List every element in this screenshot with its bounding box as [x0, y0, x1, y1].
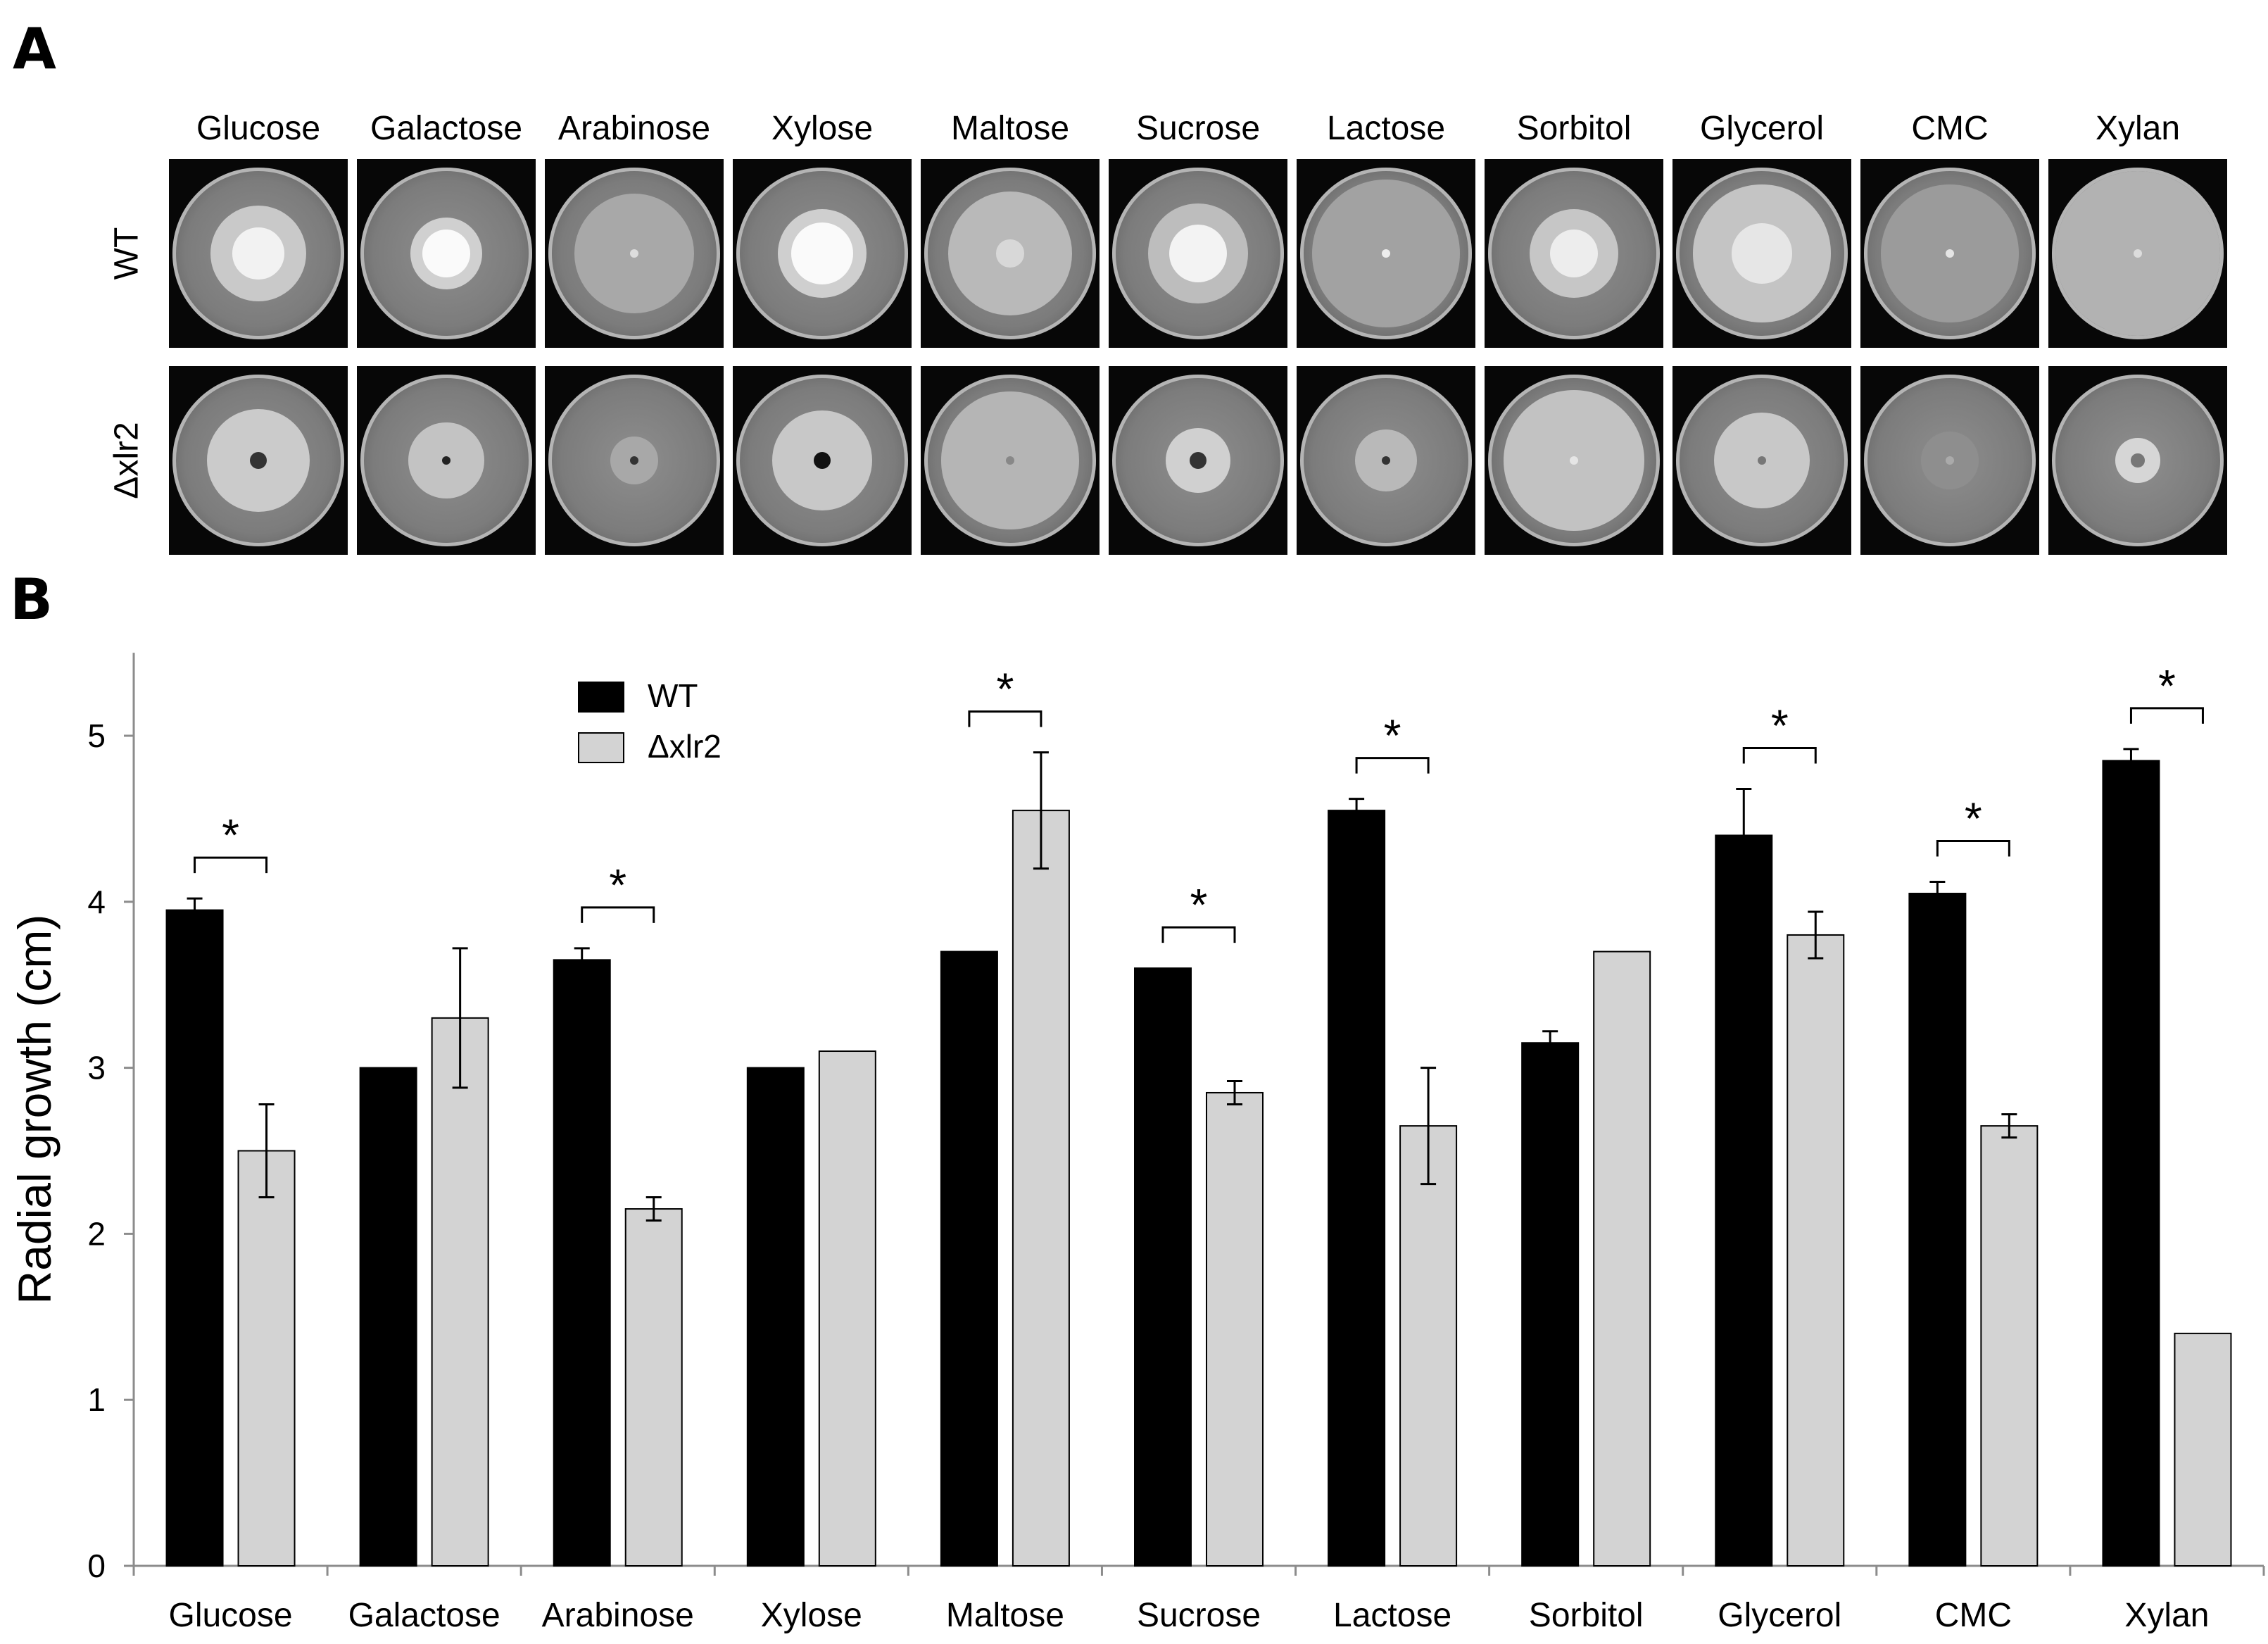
plate-image-mutant-cmc — [1860, 366, 2039, 555]
plate-column-label-xylan: Xylan — [2095, 110, 2181, 147]
bar-wt-lactose — [1328, 810, 1386, 1567]
legend-label-mutant: Δxlr2 — [648, 728, 722, 765]
plate-column-label-arabinose: Arabinose — [557, 110, 711, 147]
bar-wt-xylan — [2102, 760, 2160, 1567]
plate-image-mutant-glucose — [169, 366, 348, 555]
panel-label-a: A — [13, 16, 56, 82]
x-category-label: Sorbitol — [1529, 1597, 1644, 1634]
plate-column-label-glycerol: Glycerol — [1699, 110, 1825, 147]
plate-column-label-sucrose: Sucrose — [1135, 110, 1261, 147]
significance-bracket — [968, 710, 1042, 727]
bar-wt-cmc — [1908, 893, 1967, 1567]
plate-image-wt-arabinose — [545, 159, 724, 348]
plate-image-mutant-sucrose — [1109, 366, 1287, 555]
x-category-label: Xylose — [761, 1597, 862, 1634]
bar-wt-arabinose — [553, 959, 611, 1567]
bar-mutant-maltose — [1012, 810, 1070, 1567]
significance-bracket — [2129, 707, 2204, 724]
plate-column-label-glucose: Glucose — [196, 110, 321, 147]
bar-mutant-glucose — [237, 1150, 296, 1567]
bar-mutant-cmc — [1980, 1125, 2039, 1567]
x-category-label: Galactose — [348, 1597, 500, 1634]
x-category-label: Glycerol — [1718, 1597, 1841, 1634]
bar-mutant-xylan — [2174, 1332, 2232, 1567]
bar-mutant-lactose — [1399, 1125, 1458, 1567]
significance-bracket — [1355, 757, 1430, 774]
significance-bracket — [1936, 840, 2010, 857]
bar-wt-sucrose — [1134, 967, 1192, 1567]
significance-star: * — [1384, 710, 1401, 761]
significance-bracket — [194, 856, 268, 874]
x-category-label: Sucrose — [1137, 1597, 1261, 1634]
plate-image-wt-xylose — [733, 159, 912, 348]
y-tick-label: 2 — [87, 1215, 106, 1252]
legend-label-wt: WT — [648, 677, 698, 714]
y-tick-label: 0 — [87, 1548, 106, 1584]
plate-image-mutant-lactose — [1297, 366, 1475, 555]
bar-mutant-galactose — [431, 1017, 489, 1567]
y-tick-label: 4 — [87, 884, 106, 920]
significance-star: * — [1771, 700, 1789, 751]
plate-image-wt-glucose — [169, 159, 348, 348]
bar-mutant-sucrose — [1206, 1091, 1264, 1567]
legend-swatch-mutant — [578, 732, 624, 763]
significance-bracket — [581, 906, 655, 923]
plate-image-wt-maltose — [921, 159, 1100, 348]
x-category-label: CMC — [1935, 1597, 2012, 1634]
plate-image-wt-glycerol — [1672, 159, 1851, 348]
plate-column-label-xylose: Xylose — [771, 110, 874, 147]
significance-star: * — [996, 664, 1014, 715]
bar-wt-sorbitol — [1521, 1042, 1580, 1567]
plate-column-label-cmc: CMC — [1911, 110, 1989, 147]
significance-star: * — [2158, 660, 2176, 711]
plate-image-wt-sorbitol — [1485, 159, 1663, 348]
plate-image-mutant-arabinose — [545, 366, 724, 555]
plate-column-label-galactose: Galactose — [370, 110, 523, 147]
bar-wt-xylose — [746, 1067, 805, 1567]
plate-column-label-sorbitol: Sorbitol — [1516, 110, 1632, 147]
plate-column-label-maltose: Maltose — [950, 110, 1070, 147]
plate-image-wt-lactose — [1297, 159, 1475, 348]
y-tick-label: 1 — [87, 1381, 106, 1418]
significance-star: * — [1965, 793, 1982, 844]
plate-image-mutant-galactose — [357, 366, 536, 555]
bar-mutant-arabinose — [624, 1208, 683, 1567]
x-category-label: Arabinose — [542, 1597, 694, 1634]
x-category-label: Xylan — [2124, 1597, 2209, 1634]
significance-star: * — [1190, 879, 1208, 930]
plate-photo-panel: Glucose Galactose Arabinose Xylose Maltose Su… — [0, 0, 2268, 563]
plate-image-mutant-xylan — [2048, 366, 2227, 555]
x-category-label: Maltose — [946, 1597, 1064, 1634]
bar-wt-galactose — [359, 1067, 417, 1567]
plate-image-mutant-glycerol — [1672, 366, 1851, 555]
significance-star: * — [609, 860, 626, 910]
plate-column-label-lactose: Lactose — [1326, 110, 1446, 147]
plate-image-mutant-maltose — [921, 366, 1100, 555]
bar-wt-glucose — [165, 909, 224, 1567]
panel-label-b: B — [10, 567, 53, 632]
plate-image-wt-galactose — [357, 159, 536, 348]
y-tick-label: 5 — [87, 717, 106, 754]
significance-star: * — [222, 810, 239, 860]
legend-swatch-wt — [578, 682, 624, 713]
bar-mutant-sorbitol — [1593, 950, 1651, 1567]
x-category-label: Lactose — [1333, 1597, 1451, 1634]
bar-wt-maltose — [940, 950, 998, 1567]
bar-mutant-glycerol — [1787, 934, 1845, 1567]
x-category-label: Glucose — [168, 1597, 292, 1634]
significance-bracket — [1161, 926, 1236, 943]
plate-image-wt-cmc — [1860, 159, 2039, 348]
plate-image-mutant-xylose — [733, 366, 912, 555]
y-tick-label: 3 — [87, 1050, 106, 1086]
y-axis-title: Radial growth (cm) — [8, 915, 61, 1305]
plate-image-wt-xylan — [2048, 159, 2227, 348]
plate-image-wt-sucrose — [1109, 159, 1287, 348]
bar-mutant-xylose — [818, 1050, 876, 1567]
bar-wt-glycerol — [1715, 834, 1773, 1567]
plate-image-mutant-sorbitol — [1485, 366, 1663, 555]
significance-bracket — [1742, 746, 1817, 764]
